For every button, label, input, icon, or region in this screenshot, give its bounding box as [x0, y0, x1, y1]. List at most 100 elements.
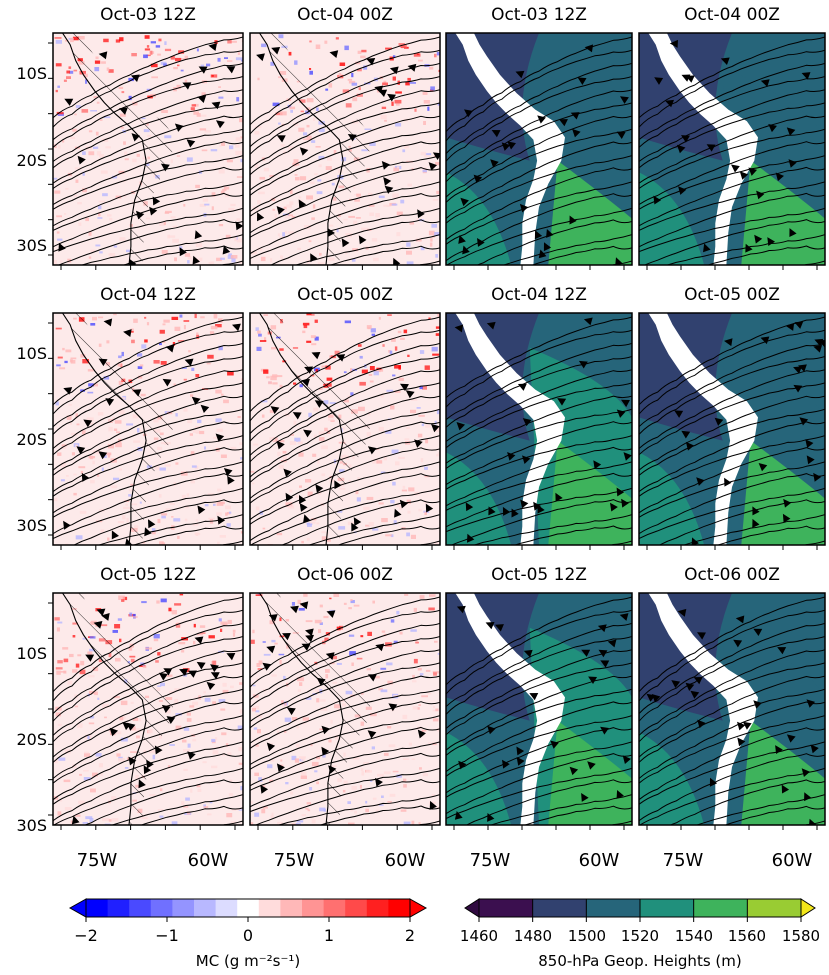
mc-cell	[344, 320, 351, 324]
streamline	[446, 89, 632, 176]
streamline-arrow	[301, 378, 310, 387]
mc-cell	[367, 631, 372, 636]
panel-grid: Oct-03 12Z Oct-04 00Z Oct-03 12Z Oct-04 00Z…	[48, 5, 826, 830]
mc-cell	[164, 464, 171, 467]
mc-cell	[392, 193, 399, 198]
mc-cell	[121, 351, 124, 357]
mc-colorbar-segment	[302, 899, 325, 917]
mc-colorbar-segment	[237, 899, 260, 917]
mc-cell	[190, 107, 195, 111]
mc-cell	[63, 658, 69, 663]
gh-tick-1460: 1460	[460, 927, 498, 945]
mc-cell	[285, 782, 289, 785]
mc-cell	[262, 641, 266, 643]
mc-cell	[418, 508, 422, 512]
streamline	[639, 141, 825, 206]
mc-cell	[287, 214, 293, 217]
mc-cell	[197, 788, 202, 792]
mc-cell	[66, 415, 72, 420]
andes-mask	[648, 33, 758, 265]
mc-cell	[88, 383, 94, 387]
mc-cell	[215, 324, 222, 328]
mc-cell	[395, 91, 402, 94]
mc-cell	[408, 742, 412, 746]
mc-cell	[310, 744, 313, 747]
streamline	[639, 473, 825, 535]
mc-cell	[257, 77, 260, 81]
mc-cell	[111, 818, 119, 822]
streamline-arrow	[733, 639, 743, 648]
mc-cell	[361, 49, 367, 53]
mc-cell	[333, 150, 337, 154]
mc-cell	[101, 61, 106, 64]
mc-cell	[222, 682, 227, 687]
streamline-arrow	[622, 755, 631, 765]
mc-cell	[429, 66, 434, 70]
mc-cell	[347, 78, 353, 81]
mc-cell	[324, 637, 329, 641]
mc-cell	[163, 221, 166, 225]
streamline-arrow	[760, 336, 770, 345]
mc-cell	[266, 376, 270, 379]
streamline-arrow	[223, 468, 233, 477]
mc-cell	[72, 635, 76, 638]
mc-cell	[378, 426, 384, 432]
panel-title: Oct-05 00Z	[297, 285, 393, 305]
mc-cell	[419, 350, 425, 354]
streamline	[53, 753, 243, 822]
mc-cell	[235, 137, 242, 142]
streamline-arrow	[581, 793, 589, 802]
mc-cell	[190, 480, 195, 484]
streamline-arrow	[516, 756, 525, 766]
mc-cell	[259, 340, 267, 342]
streamline-arrow	[144, 527, 152, 537]
panel-r1-c2: Oct-04 00Z	[249, 5, 441, 270]
mc-colorbar-segment	[280, 899, 303, 917]
streamline	[639, 649, 825, 736]
mc-cell	[284, 717, 292, 722]
mc-cell	[269, 743, 274, 745]
mc-cell	[434, 53, 437, 58]
streamline	[523, 805, 632, 825]
streamline	[250, 115, 440, 191]
coastline	[62, 593, 147, 825]
streamline-arrow	[619, 613, 629, 621]
mc-cell	[366, 496, 374, 500]
streamline-arrow	[748, 167, 758, 176]
mc-cell	[192, 430, 200, 433]
mc-cell	[177, 340, 185, 342]
mc-cell	[210, 149, 218, 152]
mc-cell	[350, 599, 353, 601]
streamline-arrow	[179, 247, 187, 257]
mc-cell	[108, 426, 113, 432]
streamline-arrow	[572, 128, 581, 138]
mc-cell	[157, 652, 161, 656]
mc-cell	[151, 76, 158, 79]
panel-frame	[445, 592, 633, 826]
streamline-arrow	[621, 399, 630, 408]
mc-cell	[283, 729, 287, 733]
mc-cell	[121, 716, 126, 720]
mc-cell	[174, 698, 179, 704]
mc-cell	[364, 128, 372, 130]
mc-cell	[289, 201, 294, 205]
mc-colorbar-segment	[150, 899, 173, 917]
mc-cell	[404, 438, 410, 441]
mc-cell	[138, 665, 146, 667]
mc-cell	[114, 731, 122, 735]
gh-tick-1520: 1520	[621, 927, 659, 945]
streamline-arrow	[336, 354, 346, 362]
streamline-arrow	[71, 815, 80, 825]
streamline-arrow	[557, 398, 567, 406]
streamline-arrow	[616, 790, 624, 799]
mc-cell	[56, 231, 60, 234]
streamline	[53, 76, 243, 148]
andes-hatch	[259, 33, 372, 265]
mc-cell	[293, 382, 297, 385]
mc-cell	[271, 674, 277, 677]
streamline-arrow	[109, 727, 119, 737]
mc-cell	[160, 361, 167, 365]
mc-cell	[90, 323, 96, 326]
mc-cell	[271, 639, 276, 643]
mc-cell	[61, 444, 68, 447]
